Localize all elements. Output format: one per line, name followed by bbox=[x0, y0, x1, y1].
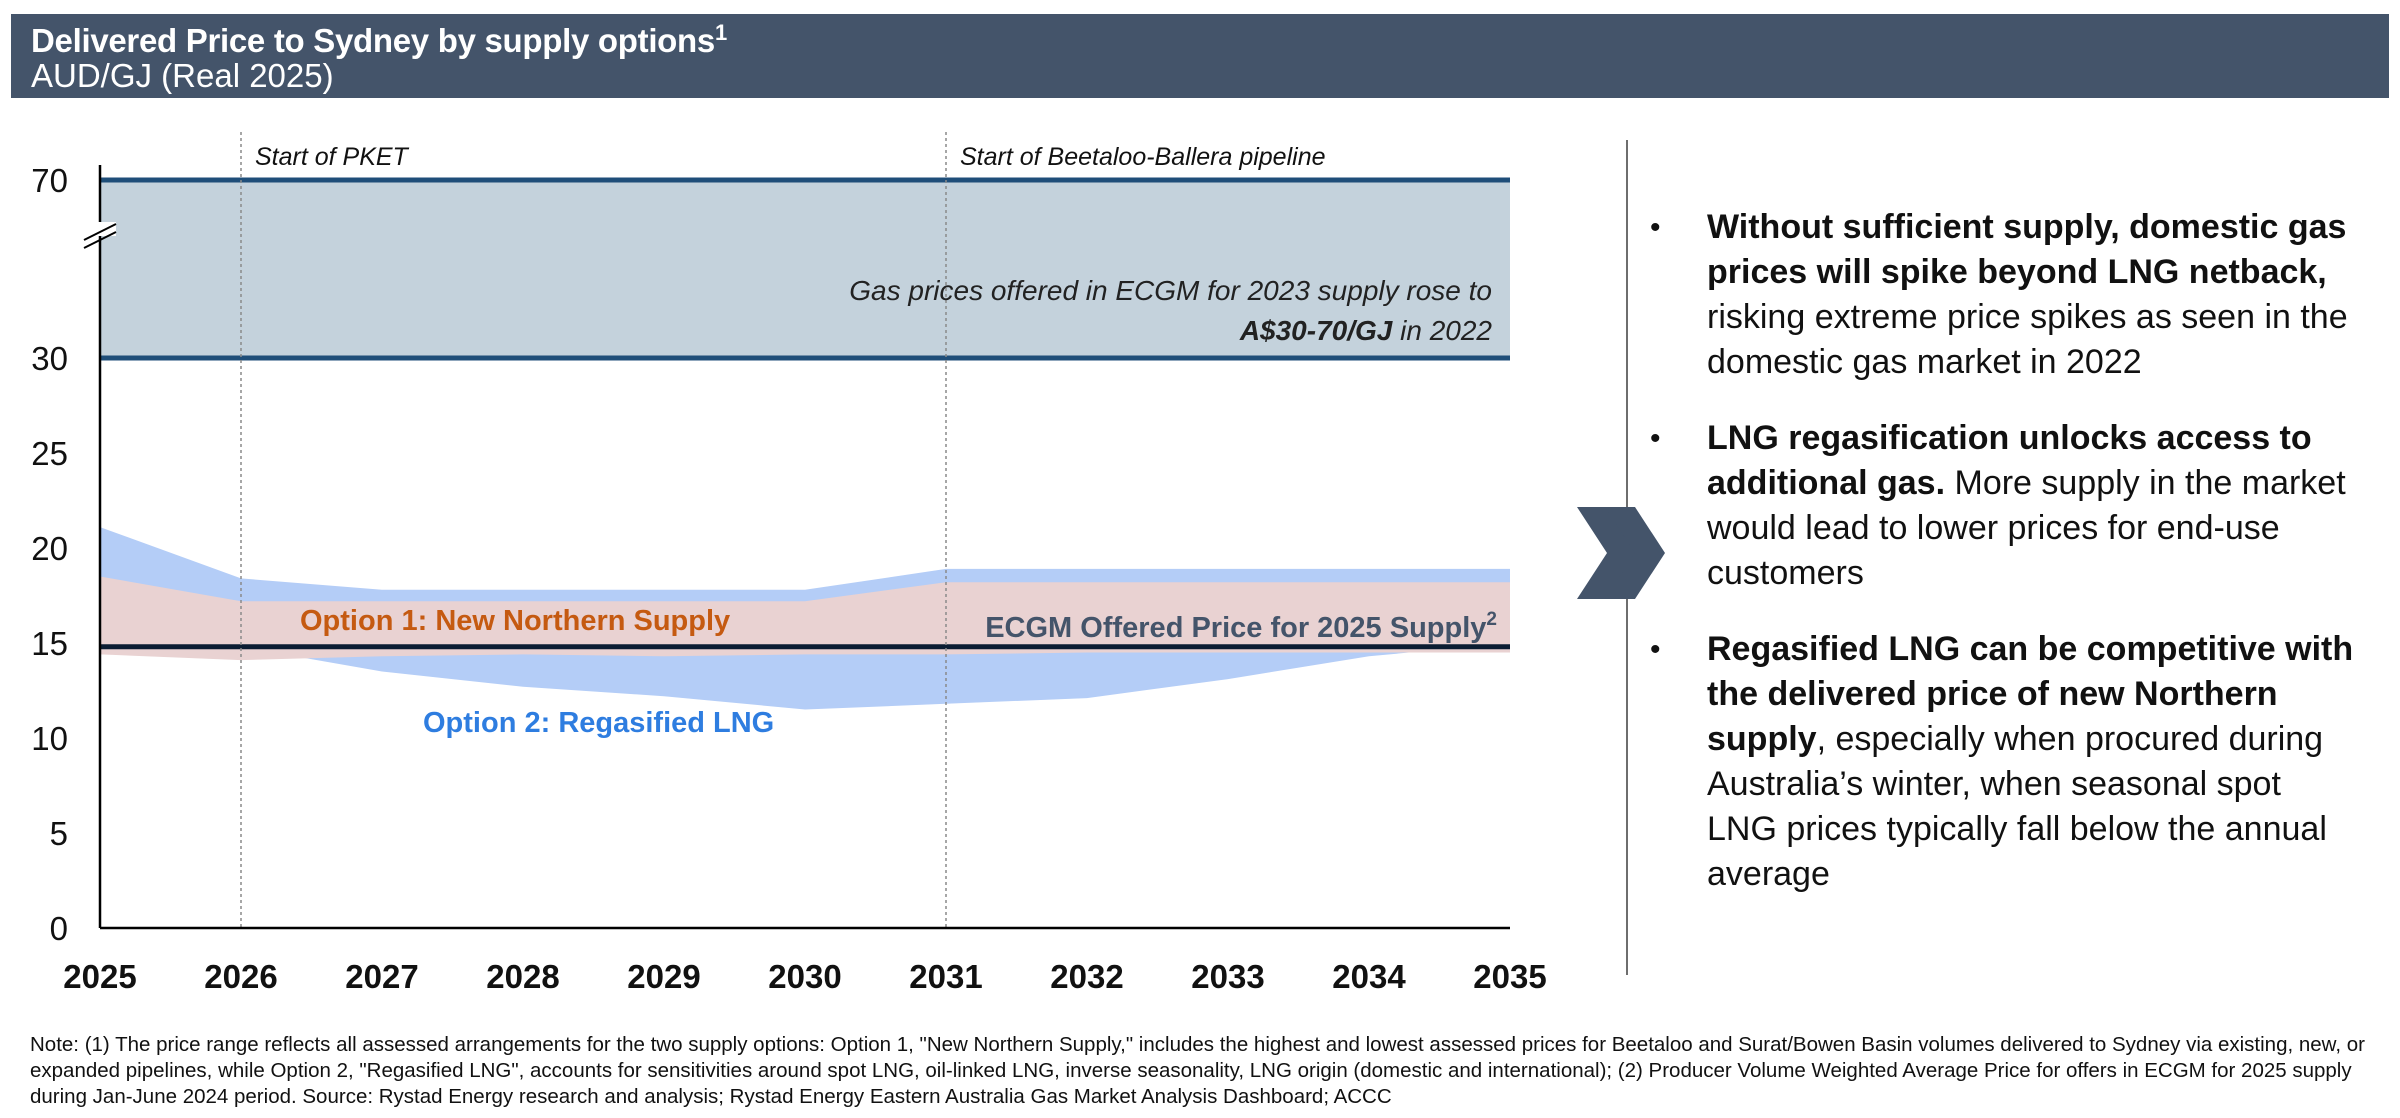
y-tick-label: 0 bbox=[50, 910, 68, 947]
annotation-label: Start of Beetaloo-Ballera pipeline bbox=[960, 143, 1326, 171]
axis-break-mark bbox=[83, 231, 117, 249]
axis-break-gap bbox=[84, 222, 116, 236]
x-tick-label: 2028 bbox=[486, 958, 559, 995]
x-tick-label: 2030 bbox=[768, 958, 841, 995]
x-tick-label: 2025 bbox=[63, 958, 136, 995]
band-label-line1: Gas prices offered in ECGM for 2023 supp… bbox=[849, 275, 1492, 306]
x-tick-label: 2026 bbox=[204, 958, 277, 995]
option1-label: Option 1: New Northern Supply bbox=[300, 605, 730, 637]
footnote: Note: (1) The price range reflects all a… bbox=[30, 1033, 2365, 1108]
y-tick-label: 70 bbox=[31, 162, 68, 199]
bullet-regasification: • LNG regasification unlocks access to a… bbox=[1640, 416, 2360, 596]
x-tick-label: 2034 bbox=[1332, 958, 1406, 995]
bullet-supply-spike: • Without sufficient supply, domestic ga… bbox=[1640, 205, 2360, 385]
x-tick-label: 2031 bbox=[909, 958, 982, 995]
band-label-line2: A$30-70/GJ in 2022 bbox=[1239, 315, 1493, 346]
y-tick-label: 20 bbox=[31, 530, 68, 567]
price-chart: Start of PKET Start of Beetaloo-Ballera p… bbox=[31, 132, 1547, 995]
axis-break-mark bbox=[83, 223, 117, 241]
bullet-marker: • bbox=[1650, 422, 1661, 455]
price-band-30-70 bbox=[100, 180, 1510, 358]
chevron-right-icon bbox=[1577, 507, 1665, 599]
option2-label: Option 2: Regasified LNG bbox=[423, 707, 774, 739]
bullet-marker: • bbox=[1650, 633, 1661, 666]
chart-title: Delivered Price to Sydney by supply opti… bbox=[31, 20, 727, 59]
key-takeaways: • Without sufficient supply, domestic ga… bbox=[1640, 205, 2360, 928]
x-tick-label: 2035 bbox=[1473, 958, 1546, 995]
y-tick-label: 25 bbox=[31, 435, 68, 472]
x-tick-label: 2033 bbox=[1191, 958, 1264, 995]
chart-subtitle: AUD/GJ (Real 2025) bbox=[31, 57, 334, 94]
chart-header: Delivered Price to Sydney by supply opti… bbox=[11, 14, 2389, 98]
y-tick-label: 5 bbox=[50, 815, 68, 852]
x-tick-label: 2032 bbox=[1050, 958, 1123, 995]
range-area bbox=[100, 576, 1510, 661]
x-tick-label: 2029 bbox=[627, 958, 700, 995]
annotation-label: Start of PKET bbox=[255, 143, 410, 171]
y-tick-label: 10 bbox=[31, 720, 68, 757]
y-tick-label: 30 bbox=[31, 340, 68, 377]
ecgm-label: ECGM Offered Price for 2025 Supply2 bbox=[985, 609, 1497, 644]
bullet-marker: • bbox=[1650, 211, 1661, 244]
bullet-competitive-lng: • Regasified LNG can be competitive with… bbox=[1640, 627, 2360, 897]
y-tick-label: 15 bbox=[31, 625, 68, 662]
x-tick-label: 2027 bbox=[345, 958, 418, 995]
